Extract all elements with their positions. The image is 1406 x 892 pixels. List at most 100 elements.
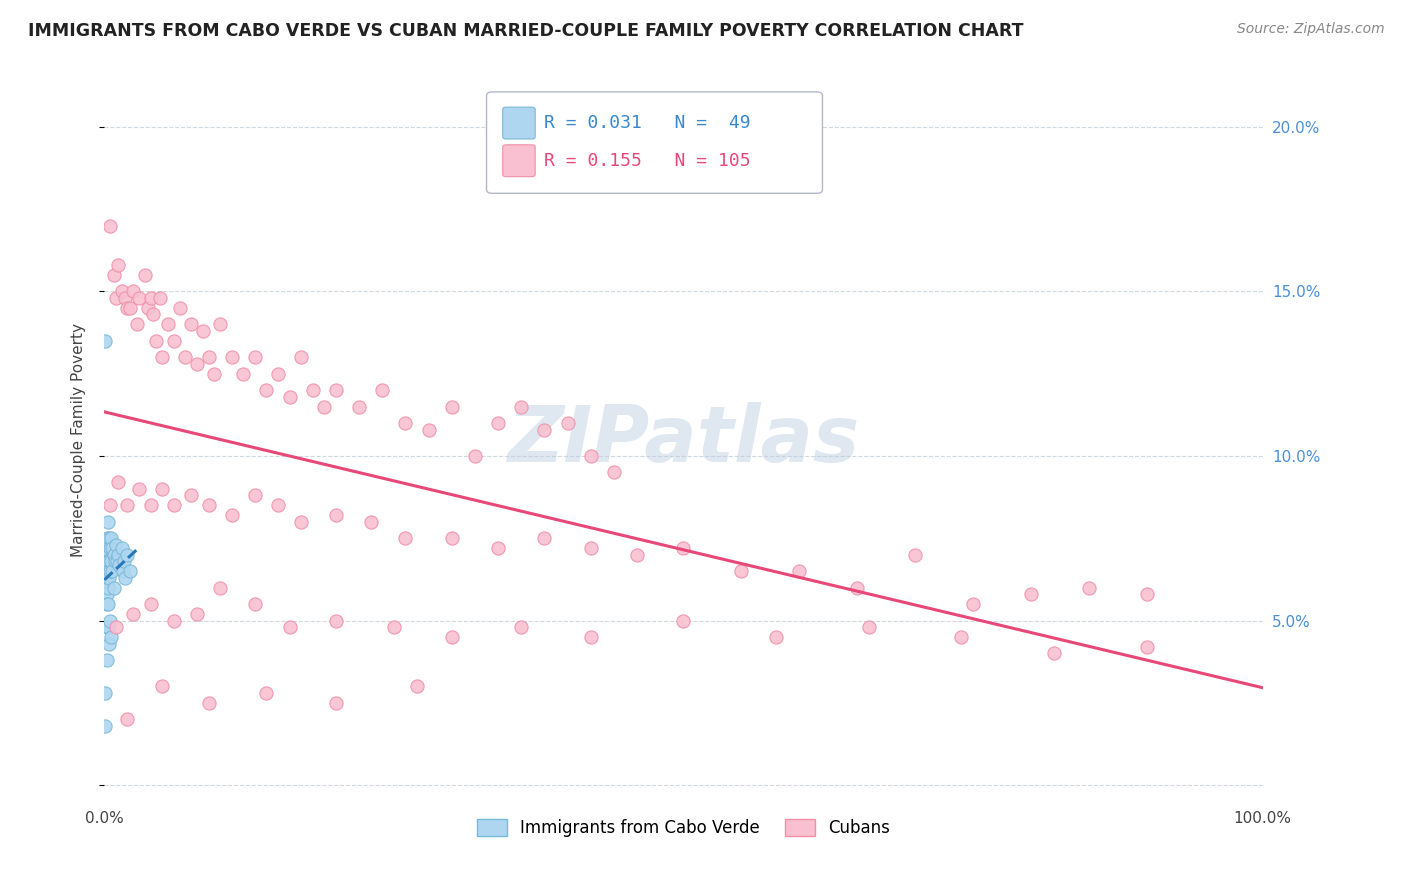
Point (98, 564, 121, 578)
Point (371, 383, 394, 397)
Point (125, 318, 148, 332)
Point (122, 285, 145, 299)
Point (347, 400, 370, 414)
Point (243, 350, 266, 364)
Point (394, 416, 416, 430)
Point (163, 499, 186, 513)
Point (97, 538, 120, 552)
Point (107, 258, 129, 272)
Point (103, 268, 125, 282)
Point (533, 423, 555, 437)
Point (96, 587, 118, 601)
Text: ZIPatlas: ZIPatlas (508, 401, 859, 477)
Point (603, 466, 626, 480)
Point (533, 531, 555, 545)
Point (142, 307, 165, 321)
Point (197, 499, 219, 513)
Point (440, 400, 463, 414)
FancyBboxPatch shape (486, 92, 823, 194)
Point (314, 400, 336, 414)
Point (111, 285, 134, 299)
Point (256, 383, 278, 397)
Point (97, 564, 120, 578)
Point (100, 630, 122, 644)
Point (111, 564, 134, 578)
Point (256, 686, 278, 700)
Point (243, 597, 266, 611)
Point (103, 581, 125, 595)
Point (406, 679, 429, 693)
Point (98, 614, 121, 628)
Point (139, 499, 162, 513)
Point (96, 597, 118, 611)
Point (128, 482, 150, 496)
Point (107, 475, 129, 490)
Point (672, 541, 695, 555)
Point (1019, 587, 1042, 601)
Point (96, 554, 118, 568)
Point (114, 571, 136, 585)
Point (97, 637, 120, 651)
Point (134, 268, 156, 282)
Point (290, 350, 312, 364)
Text: Source: ZipAtlas.com: Source: ZipAtlas.com (1237, 22, 1385, 37)
Point (117, 499, 139, 513)
Point (486, 541, 509, 555)
Point (290, 515, 312, 529)
Point (97, 581, 120, 595)
Point (103, 548, 125, 562)
Point (672, 614, 695, 628)
Point (104, 538, 127, 552)
Point (626, 548, 648, 562)
Point (510, 400, 533, 414)
Point (107, 548, 129, 562)
Point (169, 301, 191, 315)
Point (243, 488, 266, 502)
Point (117, 301, 139, 315)
Point (197, 350, 219, 364)
Point (163, 334, 186, 348)
Point (510, 620, 533, 634)
Point (440, 630, 463, 644)
Point (136, 301, 159, 315)
Point (191, 324, 214, 338)
Y-axis label: Married-Couple Family Poverty: Married-Couple Family Poverty (72, 323, 86, 557)
Point (94, 686, 117, 700)
Point (96, 620, 118, 634)
Point (105, 554, 128, 568)
Point (278, 390, 301, 404)
Point (325, 696, 347, 710)
Point (98, 499, 121, 513)
Point (579, 541, 602, 555)
Point (117, 712, 139, 726)
Point (97, 515, 120, 529)
Point (94, 564, 117, 578)
Point (202, 367, 225, 381)
Point (382, 620, 405, 634)
Text: R = 0.155   N = 105: R = 0.155 N = 105 (544, 152, 751, 169)
Point (579, 630, 602, 644)
Point (97, 554, 120, 568)
Point (96, 571, 118, 585)
Point (101, 541, 124, 555)
Point (156, 318, 179, 332)
Point (209, 318, 232, 332)
Point (186, 357, 208, 371)
Point (97, 571, 120, 585)
Point (98, 219, 121, 233)
Point (197, 696, 219, 710)
Point (97, 620, 120, 634)
Point (145, 334, 167, 348)
Point (325, 614, 347, 628)
Point (96, 538, 118, 552)
Point (98, 541, 121, 555)
Point (1077, 581, 1099, 595)
Point (96, 564, 118, 578)
Point (765, 630, 787, 644)
Point (108, 558, 131, 572)
Point (118, 301, 141, 315)
Point (104, 620, 127, 634)
Point (730, 564, 752, 578)
Point (180, 318, 202, 332)
Point (111, 541, 134, 555)
